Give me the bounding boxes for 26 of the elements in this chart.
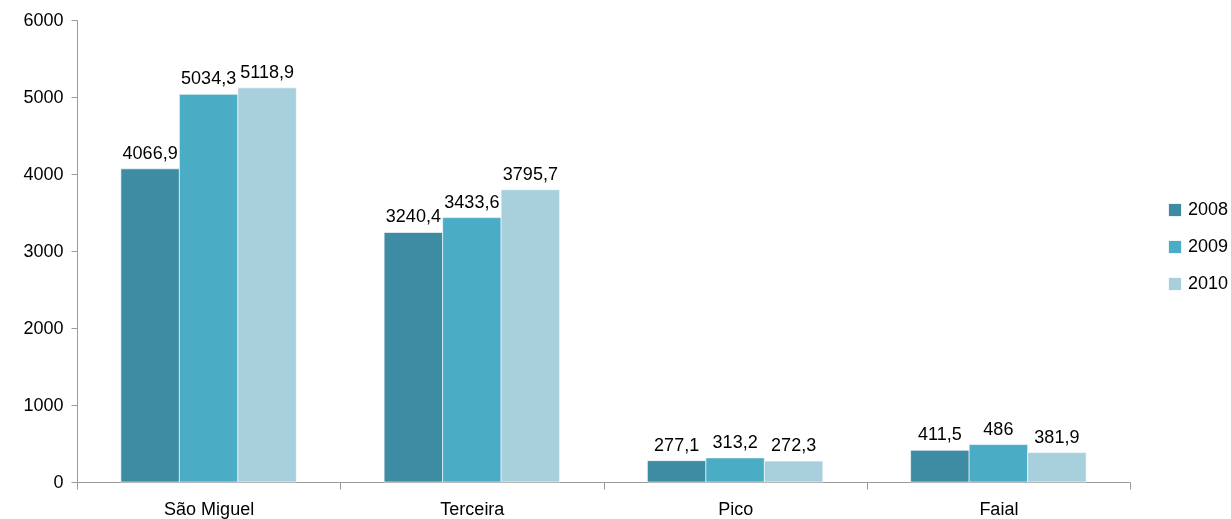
data-label: 5034,3 bbox=[181, 68, 237, 89]
y-tick-label: 4000 bbox=[23, 163, 64, 184]
data-label: 272,3 bbox=[771, 435, 817, 456]
y-tick-label: 6000 bbox=[23, 9, 64, 30]
data-label: 411,5 bbox=[918, 424, 962, 445]
legend-label: 2008 bbox=[1188, 199, 1229, 219]
legend-label: 2010 bbox=[1188, 273, 1229, 293]
y-tick-label: 0 bbox=[53, 471, 64, 492]
y-tick-label: 3000 bbox=[23, 240, 64, 261]
data-label: 486 bbox=[983, 418, 1014, 439]
x-tick-label: Terceira bbox=[440, 498, 506, 519]
x-tick-label: Faial bbox=[979, 498, 1019, 519]
data-label: 3240,4 bbox=[385, 206, 441, 227]
x-tick-label: Pico bbox=[718, 498, 754, 519]
y-tick-label: 2000 bbox=[23, 317, 64, 338]
y-tick-label: 5000 bbox=[23, 86, 64, 107]
data-label: 3795,7 bbox=[502, 163, 558, 184]
data-label: 277,1 bbox=[654, 434, 700, 455]
legend-label: 2009 bbox=[1188, 236, 1229, 256]
x-tick-label: São Miguel bbox=[164, 498, 255, 519]
y-tick-label: 1000 bbox=[23, 394, 64, 415]
data-label: 381,9 bbox=[1034, 426, 1080, 447]
data-label: 5118,9 bbox=[240, 61, 294, 82]
data-label: 4066,9 bbox=[122, 142, 178, 163]
data-label: 3433,6 bbox=[444, 191, 500, 212]
data-label: 313,2 bbox=[712, 431, 758, 452]
